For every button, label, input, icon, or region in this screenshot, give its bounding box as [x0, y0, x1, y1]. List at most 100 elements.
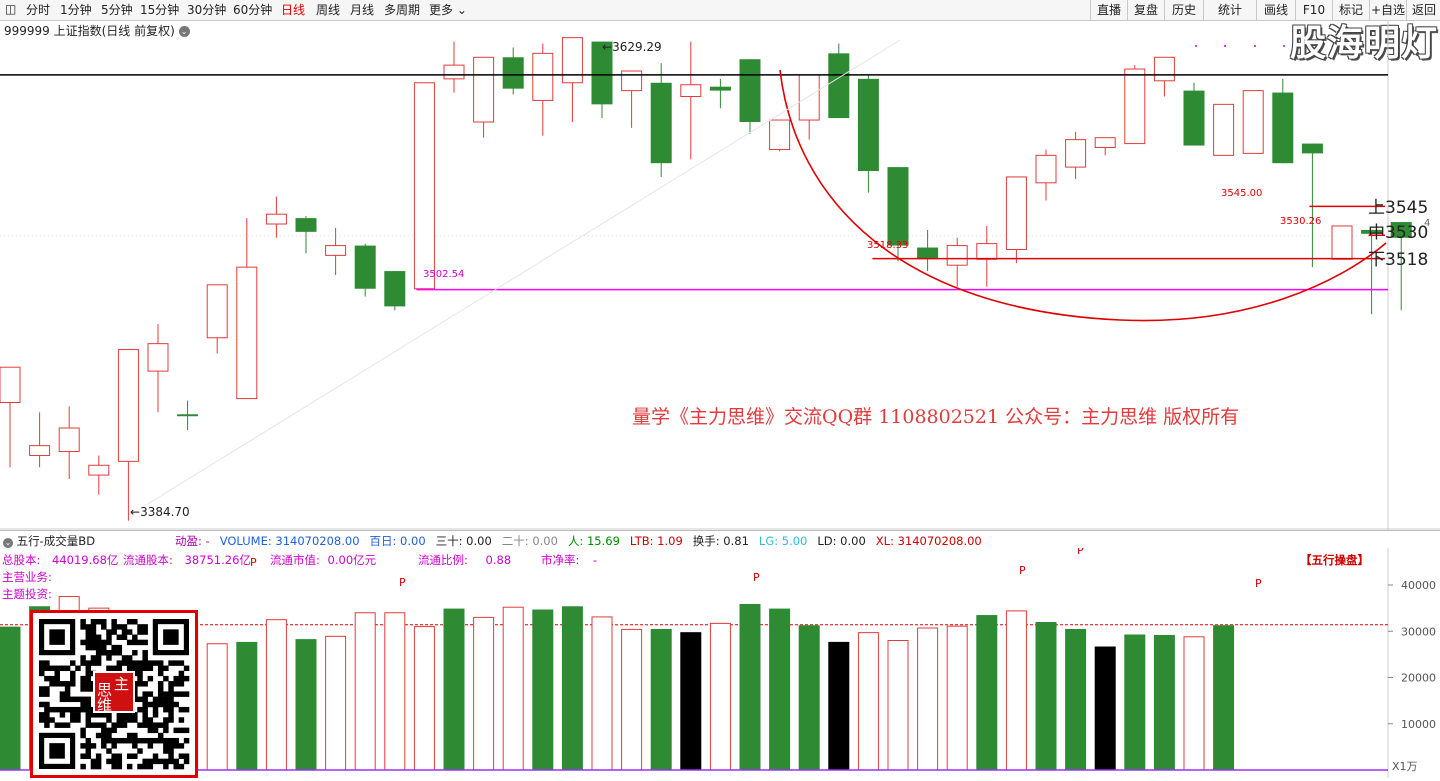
- candle-body: [177, 414, 199, 417]
- qr-module: [132, 743, 138, 749]
- volume-bar: [621, 628, 643, 771]
- qr-module: [116, 650, 123, 656]
- qr-module: [95, 634, 102, 640]
- qr-module: [147, 743, 154, 749]
- history-button[interactable]: 历史: [1164, 0, 1203, 20]
- low-price-value: 3384.70: [140, 505, 190, 519]
- volume-bar: [354, 612, 376, 771]
- upper-level-label: 上3545: [1368, 198, 1429, 218]
- qr-module: [90, 763, 97, 770]
- qr-module: [157, 681, 164, 687]
- qr-module: [70, 717, 76, 723]
- qr-module: [163, 665, 169, 672]
- candle: [177, 400, 199, 430]
- add-watchlist-button[interactable]: +自选: [1369, 0, 1406, 20]
- indicator-value: LTB: 1.09: [629, 534, 683, 548]
- period-tab-weekly[interactable]: 周线: [316, 3, 341, 17]
- qr-module: [101, 727, 107, 734]
- indicator-value: LG: 5.00: [758, 534, 808, 548]
- volume-bar: [1183, 636, 1205, 771]
- qr-module: [90, 722, 97, 728]
- qr-module: [64, 686, 71, 692]
- qr-module: [157, 686, 164, 692]
- candle: [413, 82, 435, 290]
- qr-module: [178, 743, 185, 749]
- qr-module: [163, 691, 169, 697]
- qr-module: [95, 732, 102, 739]
- qr-module: [147, 737, 154, 744]
- qr-module: [116, 712, 123, 718]
- qr-module: [121, 629, 128, 635]
- indicator-value: 换手: 0.81: [692, 534, 749, 548]
- period-tab-more[interactable]: 更多 ⌄: [429, 2, 467, 18]
- candle-body: [147, 343, 169, 372]
- signal-marker: P: [1077, 548, 1084, 557]
- qr-module: [106, 727, 112, 734]
- qr-module: [39, 660, 45, 666]
- float-ratio-value: 0.88: [485, 553, 512, 567]
- qr-module: [70, 681, 76, 687]
- period-tab-5min[interactable]: 5分钟: [101, 3, 133, 17]
- qr-module: [106, 737, 112, 744]
- candle: [443, 41, 465, 93]
- candle-body: [857, 78, 879, 172]
- magenta-level-label: 3502.54: [423, 269, 465, 280]
- live-button[interactable]: 直播: [1090, 0, 1127, 20]
- volume-bar: [561, 606, 583, 770]
- qr-module: [80, 763, 86, 770]
- panel-divider: [0, 530, 1440, 531]
- period-tab-daily[interactable]: 日线: [281, 3, 306, 17]
- qr-module: [163, 675, 169, 682]
- period-tab-1min[interactable]: 1分钟: [60, 3, 92, 17]
- candle: [857, 74, 879, 193]
- period-tab-multi[interactable]: 多周期: [384, 3, 421, 17]
- qr-module: [142, 717, 148, 723]
- qr-module: [85, 634, 92, 640]
- qr-module: [101, 639, 107, 646]
- candle: [828, 43, 850, 119]
- qr-module: [80, 753, 86, 759]
- candle-body: [1331, 225, 1353, 260]
- volume-chart[interactable]: 40000 30000 20000 10000 P P P P P P: [0, 548, 1440, 778]
- qr-module: [152, 660, 159, 666]
- f10-button[interactable]: F10: [1295, 0, 1332, 20]
- qr-module: [80, 681, 86, 687]
- qr-module: [44, 660, 50, 666]
- period-tab-15min[interactable]: 15分钟: [140, 3, 180, 17]
- qr-module: [64, 691, 71, 697]
- candle-body: [443, 64, 465, 80]
- qr-module: [132, 737, 138, 744]
- qr-module: [90, 634, 97, 640]
- qr-module: [75, 696, 81, 703]
- period-tab-60min[interactable]: 60分钟: [233, 3, 273, 17]
- edge-value-label: 4: [1424, 218, 1431, 229]
- qr-module: [147, 701, 154, 708]
- marker-dot: [1283, 45, 1285, 47]
- candlestick-chart[interactable]: [0, 20, 1440, 530]
- qr-module: [132, 639, 138, 646]
- back-button[interactable]: 返回: [1406, 0, 1440, 20]
- mark-button[interactable]: 标记: [1332, 0, 1369, 20]
- stats-button[interactable]: 统计: [1203, 0, 1256, 20]
- candle-body: [295, 218, 317, 232]
- period-tab-monthly[interactable]: 月线: [350, 3, 375, 17]
- qr-module: [126, 763, 133, 770]
- qr-module: [59, 712, 66, 718]
- period-tab-30min[interactable]: 30分钟: [187, 3, 227, 17]
- lower-level-label: 下3518: [1368, 250, 1429, 270]
- qr-module: [178, 670, 185, 677]
- marker-dot: [1224, 45, 1226, 47]
- replay-button[interactable]: 复盘: [1127, 0, 1164, 20]
- window-icon[interactable]: ◫: [5, 2, 17, 16]
- symbol-title[interactable]: 999999 上证指数(日线 前复权) ⌄: [4, 22, 190, 39]
- qr-module: [142, 758, 148, 765]
- pb-value: -: [593, 553, 598, 567]
- draw-line-button[interactable]: 画线: [1256, 0, 1295, 20]
- candle-body: [265, 213, 287, 225]
- period-tab-fenshi[interactable]: 分时: [26, 3, 51, 17]
- candle-body: [236, 266, 258, 400]
- candle-body: [739, 59, 761, 122]
- qr-module: [168, 737, 174, 744]
- candle: [1301, 143, 1323, 268]
- indicator-title[interactable]: ⌄ 五行-成交量BD: [3, 533, 95, 549]
